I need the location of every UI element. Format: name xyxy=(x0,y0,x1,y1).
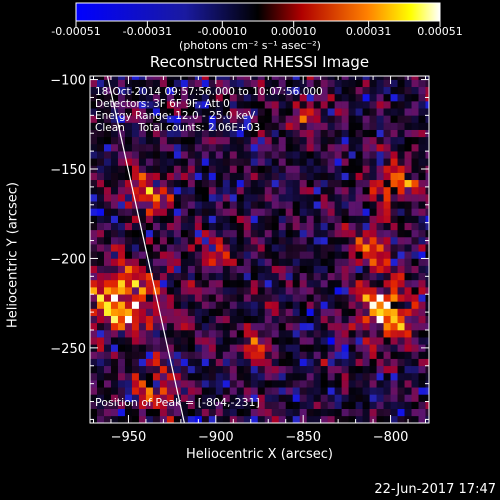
colorbar-tick-label: 0.00031 xyxy=(346,25,392,38)
annotation-clean-counts: Clean Total counts: 2.06E+03 xyxy=(95,122,261,134)
x-tick-label: −950 xyxy=(111,430,147,445)
peak-position-label: Position of Peak = [-804,-231] xyxy=(95,396,260,409)
x-tick-label: −800 xyxy=(373,430,409,445)
colorbar-units-label: (photons cm⁻² s⁻¹ asec⁻²) xyxy=(179,39,321,52)
colorbar-tick-label: -0.00031 xyxy=(123,25,172,38)
colorbar-tick-label: 0.00010 xyxy=(271,25,317,38)
plot-frame xyxy=(89,75,430,424)
y-tick-label: −200 xyxy=(50,252,86,267)
axis-ticks: −950 −900 −850 −800 −250 −200 −150 −100 xyxy=(50,74,429,445)
x-tick-label: −850 xyxy=(285,430,321,445)
x-tick-label: −900 xyxy=(198,430,234,445)
colorbar-ticks: -0.00051 -0.00031 -0.00010 0.00010 0.00031 0.… xyxy=(51,21,463,38)
y-tick-label: −100 xyxy=(50,74,86,89)
annotation-detectors: Detectors: 3F 6F 9F, Att 0 xyxy=(95,98,230,110)
y-tick-label: −150 xyxy=(50,163,86,178)
colorbar-tick-label: 0.00051 xyxy=(417,25,463,38)
timestamp: 22-Jun-2017 17:47 xyxy=(374,482,496,497)
annotation-time-range: 18-Oct-2014 09:57:56.000 to 10:07:56.000 xyxy=(95,86,323,98)
y-axis-label: Heliocentric Y (arcsec) xyxy=(5,182,21,328)
chart-title: Reconstructed RHESSI Image xyxy=(149,53,370,71)
colorbar-tick-label: -0.00051 xyxy=(51,25,100,38)
annotation-energy-range: Energy Range: 12.0 - 25.0 keV xyxy=(95,110,256,122)
solar-limb-line xyxy=(106,75,185,424)
colorbar xyxy=(75,2,441,22)
y-tick-label: −250 xyxy=(50,342,86,357)
x-axis-label: Heliocentric X (arcsec) xyxy=(186,447,333,462)
colorbar-tick-label: -0.00010 xyxy=(198,25,247,38)
heatmap xyxy=(90,76,429,423)
